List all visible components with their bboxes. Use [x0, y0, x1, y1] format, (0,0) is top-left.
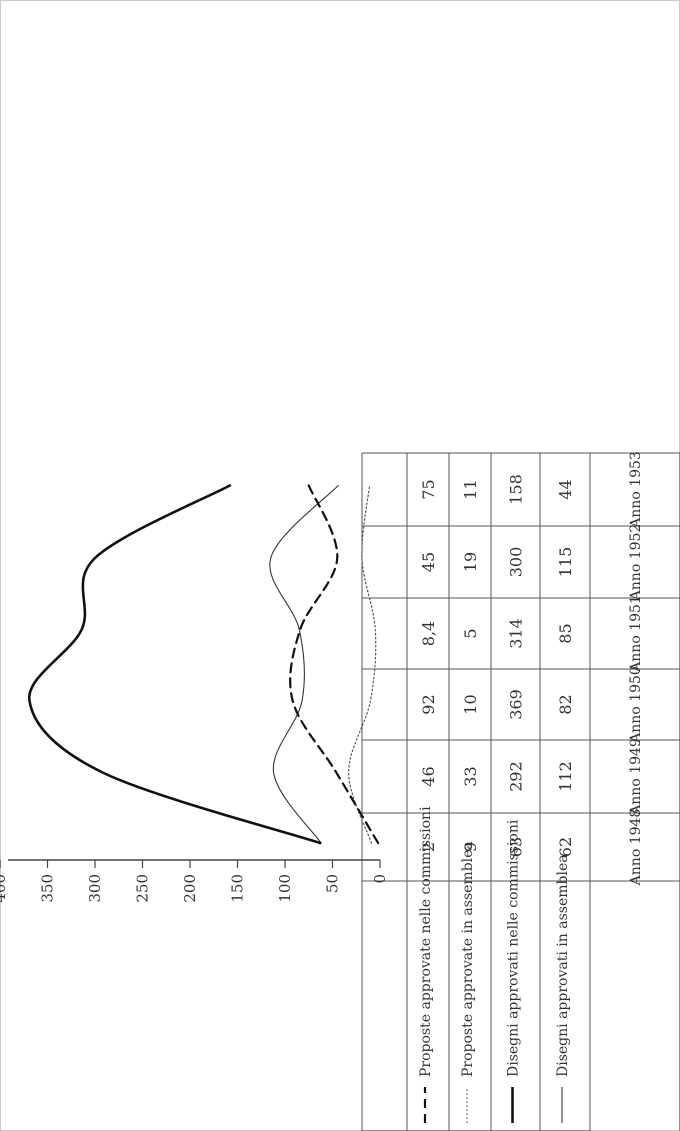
table-cell: 9 [461, 842, 480, 852]
plot-area [28, 484, 380, 845]
table-cell: 292 [507, 761, 526, 792]
legend-label: Disegni approvati in assemblea [555, 854, 571, 1077]
table-cell: 63 [507, 837, 526, 857]
table-cell: 44 [556, 479, 575, 499]
table-cell: 314 [507, 618, 526, 649]
table-cell: 62 [556, 837, 575, 857]
table-cell: 92 [419, 694, 438, 714]
table-cell: 2 [419, 842, 438, 852]
y-tick-label: 0 [371, 874, 389, 884]
y-tick-label: 100 [276, 874, 294, 903]
table-cell: 10 [461, 694, 480, 714]
table-cell: 33 [461, 766, 480, 786]
legend-label: Proposte approvate in assemblea [460, 841, 476, 1077]
table-cell: 82 [556, 694, 575, 714]
y-tick-label: 400 [0, 874, 9, 903]
table-cell: 369 [507, 689, 526, 720]
table-header-cell: Anno 1950 [628, 666, 644, 744]
y-tick-label: 300 [86, 874, 104, 903]
y-axis: 0 50 100 150 200 250 300 350 400 [0, 859, 389, 903]
series-line [348, 484, 377, 844]
table-header-cell: Anno 1948 [628, 809, 644, 887]
table-header-cell: Anno 1952 [628, 524, 644, 602]
y-tick-label: 50 [324, 874, 342, 893]
table-cell: 8,4 [419, 621, 438, 646]
y-tick-label: 150 [229, 874, 247, 903]
table-cell: 46 [419, 766, 438, 786]
table-header-cell: Anno 1953 [628, 451, 644, 529]
table-cell: 112 [556, 761, 575, 792]
table-cell: 115 [556, 547, 575, 578]
legend-label: Disegni approvati nelle commissioni [506, 819, 522, 1077]
series-line [28, 484, 322, 845]
table-cell: 300 [507, 547, 526, 578]
table-cell: 19 [461, 552, 480, 572]
table-cell: 75 [419, 479, 438, 499]
table-header-cell: Anno 1951 [628, 595, 644, 673]
y-tick-label: 350 [39, 874, 57, 903]
y-tick-label: 200 [181, 874, 199, 903]
y-tick-label: 250 [134, 874, 152, 903]
legend: Disegni approvati in assemblea Disegni ap… [418, 806, 571, 1123]
table-cell: 158 [507, 474, 526, 505]
table-cell: 45 [419, 552, 438, 572]
table-cell: 5 [461, 628, 480, 638]
series-line [289, 484, 380, 845]
legend-label: Proposte approvate nelle commissioni [418, 806, 434, 1077]
table-cell: 85 [556, 623, 575, 643]
table-header-cell: Anno 1949 [628, 738, 644, 816]
series-line [269, 484, 339, 844]
table-cell: 11 [461, 479, 480, 499]
